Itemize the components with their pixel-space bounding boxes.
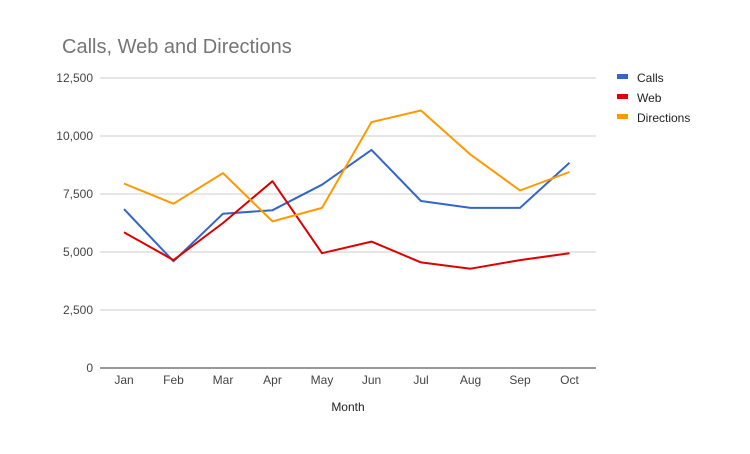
y-tick-label: 2,500 bbox=[63, 303, 93, 317]
legend-swatch-calls bbox=[617, 74, 628, 79]
y-axis-tick-labels: 0 2,500 5,000 7,500 10,000 12,500 bbox=[56, 71, 93, 375]
legend-swatch-directions bbox=[617, 114, 628, 119]
series-lines bbox=[123, 109, 571, 270]
y-tick-label: 12,500 bbox=[56, 71, 93, 85]
x-tick-label: Mar bbox=[213, 373, 234, 387]
y-tick-label: 0 bbox=[86, 361, 93, 375]
x-axis-tick-labels: Jan Feb Mar Apr May Jun Jul Aug Sep Oct bbox=[114, 373, 579, 387]
legend-label-calls: Calls bbox=[637, 71, 664, 85]
legend: Calls Web Directions bbox=[617, 71, 690, 125]
x-tick-label: Sep bbox=[509, 373, 531, 387]
x-tick-label: Aug bbox=[460, 373, 481, 387]
x-tick-label: May bbox=[311, 373, 334, 387]
chart-title: Calls, Web and Directions bbox=[62, 36, 292, 58]
series-line-web bbox=[123, 180, 570, 270]
legend-swatch-web bbox=[617, 94, 628, 99]
series-line-calls bbox=[123, 148, 571, 263]
x-tick-label: Jul bbox=[413, 373, 428, 387]
x-tick-label: Feb bbox=[163, 373, 184, 387]
y-tick-label: 7,500 bbox=[63, 187, 93, 201]
x-axis-title: Month bbox=[331, 400, 364, 414]
legend-label-directions: Directions bbox=[637, 111, 690, 125]
series-line-directions bbox=[123, 109, 570, 223]
gridlines bbox=[100, 77, 596, 369]
y-tick-label: 10,000 bbox=[56, 129, 93, 143]
x-tick-label: Apr bbox=[263, 373, 282, 387]
legend-label-web: Web bbox=[637, 91, 662, 105]
x-tick-label: Oct bbox=[560, 373, 579, 387]
y-tick-label: 5,000 bbox=[63, 245, 93, 259]
x-tick-label: Jun bbox=[362, 373, 381, 387]
x-tick-label: Jan bbox=[114, 373, 133, 387]
